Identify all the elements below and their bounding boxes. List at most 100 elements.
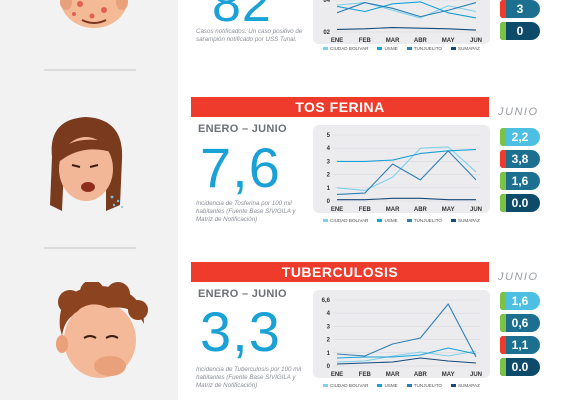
legend-item: TUNJUELITO bbox=[406, 46, 442, 51]
legend-swatch bbox=[451, 219, 456, 223]
y-tick-label: 1 bbox=[327, 351, 331, 357]
x-tick-label: JUN bbox=[470, 38, 482, 44]
sarampion-badge-1: 3 bbox=[500, 0, 540, 18]
legend-item: USME bbox=[377, 46, 398, 51]
x-tick-label: FEB bbox=[359, 38, 372, 44]
legend-label: CIUDAD BOLIVAR bbox=[330, 46, 369, 51]
badge-stripe bbox=[500, 150, 506, 168]
legend-label: USME bbox=[384, 383, 398, 388]
tos-ferina-period: ENERO – JUNIO bbox=[198, 123, 287, 135]
badge-value: 0 bbox=[516, 24, 524, 38]
tos-ferina-line-chart: 0 1 2 3 4 5 ENE FEB MAR ABR MAY JUN bbox=[327, 133, 482, 213]
legend-swatch bbox=[377, 219, 383, 223]
sarampion-note: Casos notificados. Un caso positivo de s… bbox=[196, 28, 303, 43]
tos-ferina-title-banner: TOS FERINA bbox=[191, 97, 489, 117]
tuberculosis-badge-3: 1,1 bbox=[500, 336, 540, 354]
legend-item: SUMAPAZ bbox=[451, 46, 480, 51]
y-tick-label: 1 bbox=[327, 186, 331, 192]
tuberculosis-big-number: 3,3 bbox=[200, 300, 281, 363]
y-tick-label: 3 bbox=[327, 159, 331, 165]
badge-value: 1,6 bbox=[511, 174, 529, 188]
legend-swatch bbox=[323, 384, 328, 388]
series-line bbox=[336, 2, 477, 18]
tos-ferina-badge-3: 1,6 bbox=[500, 172, 540, 190]
x-tick-label: MAR bbox=[386, 207, 400, 213]
legend-item: SUMAPAZ bbox=[451, 218, 480, 223]
tos-ferina-badge-4: 0.0 bbox=[500, 194, 540, 212]
x-tick-label: MAR bbox=[386, 38, 400, 44]
x-tick-label: ENE bbox=[331, 207, 343, 213]
series-line bbox=[337, 148, 477, 162]
legend-label: TUNJUELITO bbox=[413, 46, 442, 51]
series-line bbox=[336, 2, 477, 19]
legend-item: TUNJUELITO bbox=[406, 383, 442, 388]
y-tick-label: 02 bbox=[323, 30, 330, 36]
badge-stripe bbox=[500, 292, 506, 310]
legend-swatch bbox=[406, 384, 412, 388]
legend-item: SUMAPAZ bbox=[451, 383, 480, 388]
x-tick-label: FEB bbox=[359, 207, 372, 213]
sarampion-line-chart: 02 04 ENE FEB MAR ABR MAY JUN bbox=[323, 0, 482, 44]
legend-item: USME bbox=[377, 218, 398, 223]
y-tick-label: 2 bbox=[327, 173, 331, 179]
x-tick-label: ABR bbox=[414, 372, 428, 378]
sarampion-legend: CIUDAD BOLIVAR USME TUNJUELITO SUMAPAZ bbox=[323, 46, 493, 51]
legend-label: USME bbox=[384, 218, 398, 223]
x-tick-label: JUN bbox=[470, 372, 482, 378]
series-line bbox=[336, 350, 477, 363]
legend-swatch bbox=[451, 47, 456, 51]
series-line bbox=[336, 303, 477, 358]
tuberculosis-period: ENERO – JUNIO bbox=[198, 288, 287, 300]
y-tick-label: 04 bbox=[323, 0, 330, 4]
legend-label: SUMAPAZ bbox=[458, 46, 480, 51]
legend-item: CIUDAD BOLIVAR bbox=[323, 46, 368, 51]
x-tick-label: MAR bbox=[386, 372, 400, 378]
badge-stripe bbox=[500, 172, 506, 190]
y-tick-label: 0 bbox=[327, 199, 331, 205]
tuberculosis-month-label: JUNIO bbox=[498, 271, 539, 283]
tuberculosis-note: Incidencia de Tuberculosis por 100 mil h… bbox=[196, 366, 302, 389]
tos-ferina-badge-2: 3,8 bbox=[500, 150, 540, 168]
x-tick-label: ENE bbox=[331, 38, 343, 44]
legend-label: USME bbox=[384, 46, 398, 51]
tuberculosis-badge-2: 0,6 bbox=[500, 314, 540, 332]
legend-label: CIUDAD BOLIVAR bbox=[330, 383, 369, 388]
badge-value: 3,8 bbox=[511, 152, 529, 166]
sick-child-face-illustration bbox=[60, 0, 128, 28]
legend-swatch bbox=[323, 47, 328, 51]
y-tick-label: 0 bbox=[327, 364, 331, 370]
legend-swatch bbox=[323, 219, 328, 223]
legend-swatch bbox=[451, 384, 456, 388]
badge-value: 1,1 bbox=[511, 338, 529, 352]
series-line bbox=[336, 146, 477, 191]
series-line bbox=[336, 1, 477, 19]
divider-1 bbox=[44, 69, 136, 71]
badge-stripe bbox=[500, 22, 506, 40]
sarampion-big-number: 82 bbox=[212, 0, 272, 33]
y-tick-label: 5 bbox=[327, 133, 331, 139]
badge-stripe bbox=[500, 358, 506, 376]
tos-ferina-badge-1: 2,2 bbox=[500, 128, 540, 146]
legend-label: TUNJUELITO bbox=[413, 218, 442, 223]
tuberculosis-legend: CIUDAD BOLIVAR USME TUNJUELITO SUMAPAZ bbox=[323, 383, 493, 388]
badge-value: 3 bbox=[516, 2, 524, 16]
badge-stripe bbox=[500, 128, 506, 146]
legend-label: SUMAPAZ bbox=[458, 383, 480, 388]
badge-value: 0.0 bbox=[511, 196, 529, 210]
y-tick-label: 3 bbox=[327, 324, 331, 330]
coughing-boy-face-illustration bbox=[56, 282, 148, 378]
legend-swatch bbox=[406, 219, 412, 223]
tos-ferina-month-label: JUNIO bbox=[498, 106, 539, 118]
tuberculosis-badge-4: 0.0 bbox=[500, 358, 540, 376]
badge-value: 2,2 bbox=[511, 130, 529, 144]
tos-ferina-note: Incidencia de Tosferina por 100 mil habi… bbox=[196, 200, 296, 223]
x-tick-label: ABR bbox=[414, 38, 428, 44]
series-line bbox=[336, 26, 477, 31]
badge-value: 0.0 bbox=[511, 360, 529, 374]
coughing-girl-face-illustration bbox=[50, 117, 123, 211]
legend-item: CIUDAD BOLIVAR bbox=[323, 218, 368, 223]
legend-swatch bbox=[406, 47, 412, 51]
tos-ferina-big-number: 7,6 bbox=[200, 136, 281, 199]
x-tick-label: MAY bbox=[442, 372, 455, 378]
legend-item: TUNJUELITO bbox=[406, 218, 442, 223]
